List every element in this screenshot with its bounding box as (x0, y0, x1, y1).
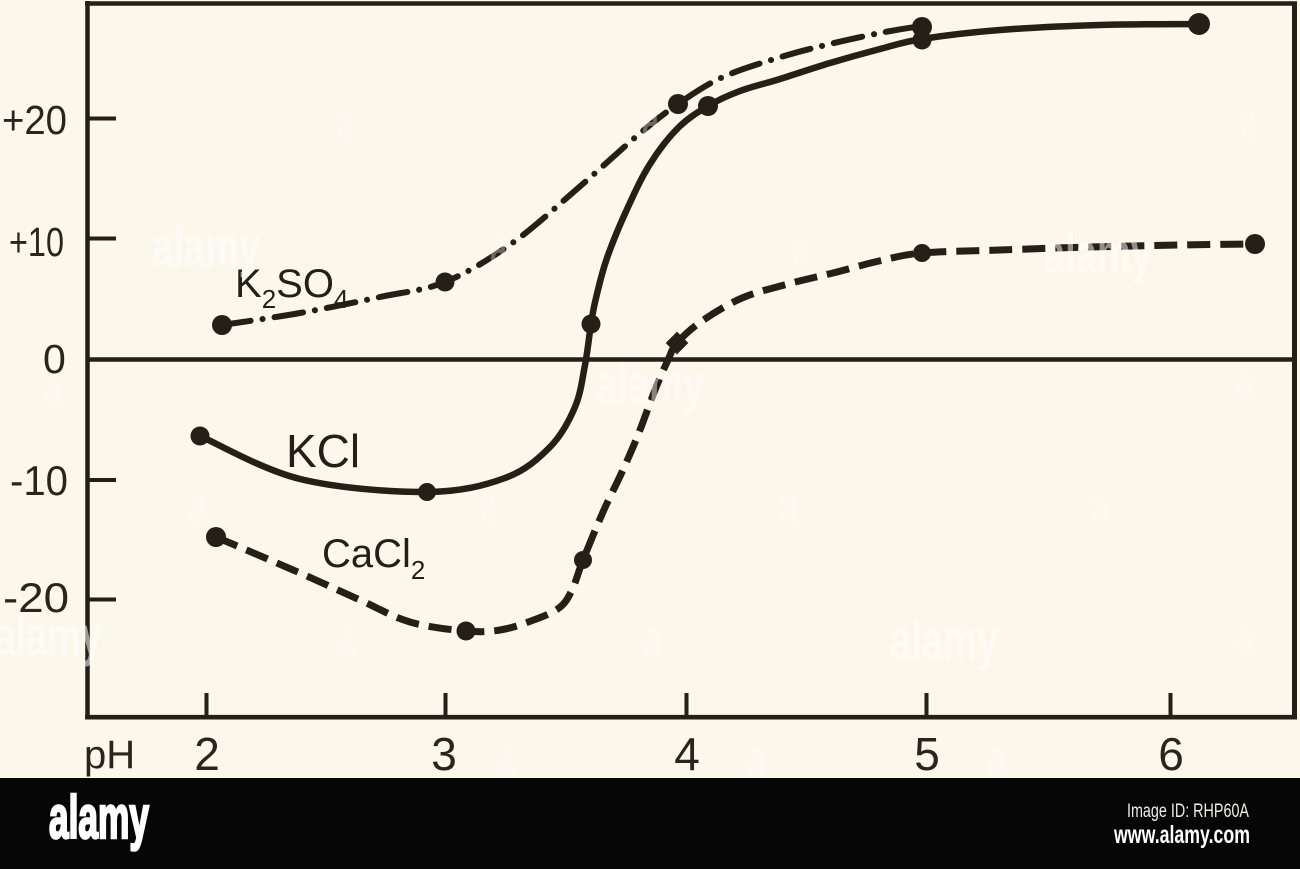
svg-text:-10: -10 (10, 457, 68, 504)
svg-text:a: a (793, 220, 811, 276)
svg-text:alamy: alamy (596, 352, 704, 415)
svg-text:a: a (1238, 610, 1256, 666)
svg-text:a: a (497, 730, 515, 786)
svg-text:a: a (337, 610, 355, 666)
svg-text:4: 4 (674, 728, 700, 780)
svg-text:5: 5 (914, 728, 940, 780)
svg-text:pH: pH (84, 733, 135, 777)
svg-text:a: a (780, 477, 798, 533)
svg-text:www.alamy.com: www.alamy.com (1113, 821, 1250, 849)
svg-text:KCl: KCl (286, 425, 360, 477)
svg-text:a: a (642, 93, 660, 149)
svg-text:alamy: alamy (152, 215, 260, 278)
svg-text:alamy: alamy (0, 604, 102, 667)
svg-text:-20: -20 (3, 574, 69, 621)
svg-text:2: 2 (194, 728, 220, 780)
svg-text:+20: +20 (2, 97, 67, 143)
svg-text:+10: +10 (9, 219, 64, 265)
svg-text:a: a (480, 477, 498, 533)
svg-text:3: 3 (431, 728, 457, 780)
svg-text:a: a (988, 730, 1006, 786)
svg-text:alamy: alamy (1044, 221, 1152, 284)
svg-text:a: a (1238, 353, 1256, 409)
svg-text:a: a (337, 95, 355, 151)
svg-text:6: 6 (1158, 728, 1184, 780)
svg-text:a: a (1240, 93, 1258, 149)
svg-text:a: a (45, 360, 63, 416)
svg-text:a: a (642, 610, 660, 666)
svg-text:alamy: alamy (49, 784, 149, 851)
svg-text:alamy: alamy (890, 608, 998, 671)
svg-text:Image ID: RHP60A: Image ID: RHP60A (1127, 801, 1249, 822)
svg-text:0: 0 (43, 336, 66, 382)
svg-text:K2SO4: K2SO4 (235, 262, 348, 314)
svg-text:a: a (746, 730, 764, 786)
svg-text:a: a (190, 477, 208, 533)
svg-text:a: a (490, 220, 508, 276)
svg-text:a: a (1090, 477, 1108, 533)
